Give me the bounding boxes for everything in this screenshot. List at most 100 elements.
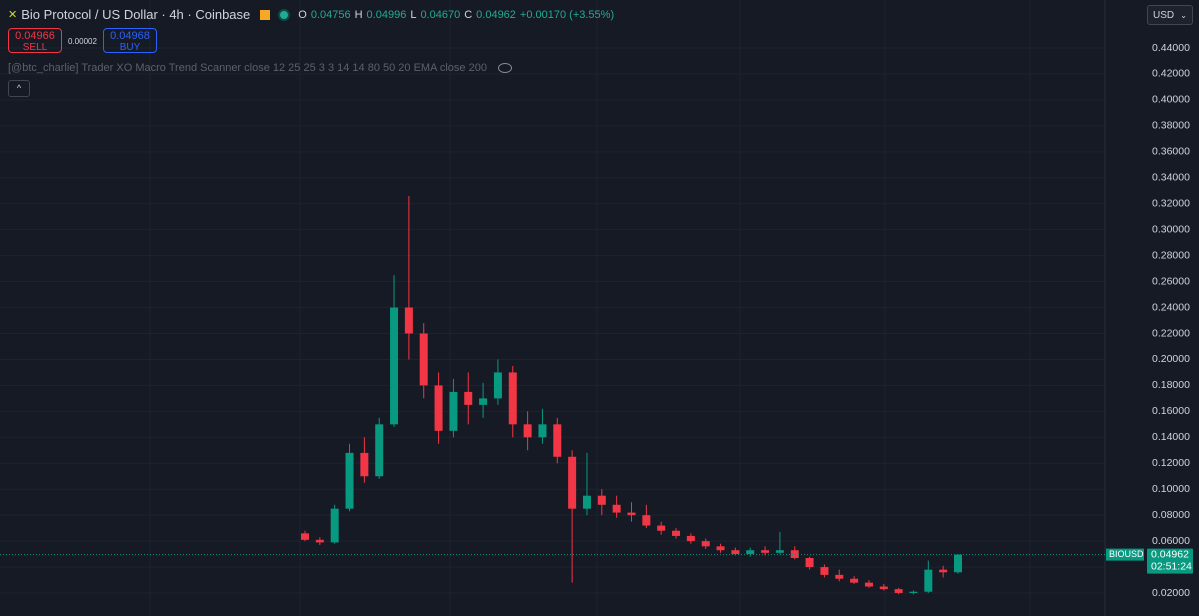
- candle-body: [894, 589, 903, 594]
- candle-body: [909, 591, 918, 594]
- hide-icon[interactable]: [498, 63, 513, 74]
- price-tag-text: 0.04962: [1151, 548, 1189, 560]
- candle-body: [434, 385, 443, 431]
- candle-body: [672, 530, 681, 536]
- candle-body: [419, 333, 428, 386]
- low-label: L: [410, 8, 417, 21]
- collapse-button[interactable]: ^: [8, 80, 30, 97]
- candle-body: [568, 456, 577, 509]
- candle-body: [390, 307, 399, 425]
- y-tick-label: 0.34000: [1152, 172, 1190, 184]
- y-tick-label: 0.40000: [1152, 94, 1190, 106]
- candle-body: [345, 452, 354, 509]
- candle-body: [746, 550, 755, 555]
- candle-body: [805, 557, 814, 568]
- candle-body: [835, 574, 844, 579]
- y-tick-label: 0.12000: [1152, 457, 1190, 469]
- y-tick-label: 0.06000: [1152, 535, 1190, 547]
- candle-body: [790, 550, 799, 558]
- candle-body: [301, 533, 309, 540]
- high-value: 0.04996: [366, 8, 407, 21]
- candle-body: [493, 372, 502, 399]
- currency: USD: [1153, 10, 1175, 21]
- buy-button[interactable]: 0.04968 BUY: [103, 28, 157, 53]
- candle-body: [731, 550, 740, 555]
- sell-button[interactable]: 0.04966 SELL: [8, 28, 62, 53]
- candle-body: [464, 391, 473, 405]
- open-value: 0.04756: [310, 8, 351, 21]
- candle-body: [716, 546, 725, 551]
- y-tick-label: 0.20000: [1152, 353, 1190, 365]
- candle-body: [538, 424, 547, 438]
- y-tick-label: 0.10000: [1152, 483, 1190, 495]
- candle-body: [523, 424, 532, 438]
- candle-body: [879, 586, 888, 590]
- y-tick-label: 0.28000: [1152, 249, 1190, 261]
- buy-price: 0.04968: [110, 30, 150, 42]
- candle-body: [553, 424, 562, 457]
- y-tick-label: 0.24000: [1152, 301, 1190, 313]
- candle-body: [761, 550, 770, 553]
- y-tick-label: 0.32000: [1152, 198, 1190, 210]
- candle-body: [939, 569, 948, 573]
- y-tick-label: 0.38000: [1152, 120, 1190, 132]
- candle-body: [582, 495, 591, 509]
- candle-body: [820, 567, 829, 575]
- candle-body: [686, 535, 695, 542]
- candle-body: [597, 495, 606, 505]
- symbol-title[interactable]: Bio Protocol / US Dollar · 4h · Coinbase: [21, 7, 251, 22]
- caret: ⌄: [1180, 11, 1187, 20]
- candle-body: [612, 504, 621, 513]
- candle-body: [850, 578, 859, 583]
- sell-price: 0.04966: [15, 30, 55, 42]
- candle-body: [642, 515, 651, 526]
- y-tick-label: 0.14000: [1152, 431, 1190, 443]
- y-tick-label: 0.44000: [1152, 42, 1190, 54]
- candle-body: [508, 372, 517, 425]
- candle-body: [375, 424, 384, 477]
- status-dot: [278, 8, 291, 21]
- candle-body: [627, 512, 636, 516]
- close-value: 0.04962: [476, 8, 516, 21]
- candle-body: [701, 541, 710, 547]
- candle-body: [864, 582, 873, 587]
- countdown: 02:51:24: [1151, 560, 1192, 572]
- indicator-text: [@btc_charlie] Trader XO Macro Trend Sca…: [8, 62, 487, 74]
- y-tick-label: 0.18000: [1152, 379, 1190, 391]
- candle-body: [657, 525, 666, 531]
- candle-body: [330, 508, 339, 543]
- y-tick-label: 0.42000: [1152, 68, 1190, 80]
- symbol-tag-text: BIOUSD: [1109, 549, 1144, 559]
- symbol-tag: [1106, 548, 1144, 561]
- y-tick-label: 0.16000: [1152, 405, 1190, 417]
- symbol-icon: ✕: [8, 9, 18, 21]
- y-tick-label: 0.36000: [1152, 146, 1190, 158]
- y-tick-label: 0.26000: [1152, 275, 1190, 287]
- change: +0.00170 (+3.55%): [519, 8, 615, 21]
- candle-body: [479, 398, 488, 405]
- close-label: C: [464, 8, 473, 21]
- candle-body: [360, 452, 369, 477]
- open-label: O: [298, 8, 307, 21]
- candle-body: [954, 554, 962, 573]
- y-tick-label: 0.30000: [1152, 223, 1190, 235]
- candle-body: [404, 307, 413, 334]
- indicator-legend[interactable]: [@btc_charlie] Trader XO Macro Trend Sca…: [8, 62, 513, 74]
- high-label: H: [354, 8, 363, 21]
- currency-select[interactable]: USD ⌄: [1147, 5, 1193, 25]
- candle-body: [924, 569, 933, 592]
- candle-body: [315, 539, 324, 543]
- candle-body: [449, 391, 458, 431]
- y-tick-label: 0.02000: [1152, 587, 1190, 599]
- price-tag: [1147, 548, 1193, 574]
- y-tick-label: 0.22000: [1152, 327, 1190, 339]
- low-value: 0.04670: [420, 8, 461, 21]
- spread: 0.00002: [68, 37, 97, 46]
- y-tick-label: 0.08000: [1152, 509, 1190, 521]
- sell-label: SELL: [22, 42, 48, 53]
- buy-label: BUY: [119, 42, 141, 53]
- flag[interactable]: [260, 9, 271, 20]
- candle-body: [775, 550, 784, 553]
